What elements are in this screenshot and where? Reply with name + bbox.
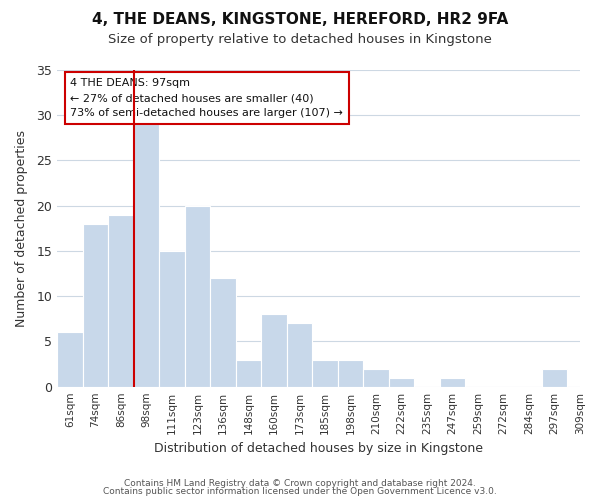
Bar [57, 332, 83, 386]
Text: Contains public sector information licensed under the Open Government Licence v3: Contains public sector information licen… [103, 487, 497, 496]
Bar [134, 124, 159, 386]
Bar [261, 314, 287, 386]
Text: Contains HM Land Registry data © Crown copyright and database right 2024.: Contains HM Land Registry data © Crown c… [124, 478, 476, 488]
Bar [236, 360, 261, 386]
Bar [440, 378, 465, 386]
Bar [389, 378, 414, 386]
X-axis label: Distribution of detached houses by size in Kingstone: Distribution of detached houses by size … [154, 442, 483, 455]
Text: 4 THE DEANS: 97sqm
← 27% of detached houses are smaller (40)
73% of semi-detache: 4 THE DEANS: 97sqm ← 27% of detached hou… [70, 78, 343, 118]
Text: Size of property relative to detached houses in Kingstone: Size of property relative to detached ho… [108, 32, 492, 46]
Bar [83, 224, 108, 386]
Bar [159, 251, 185, 386]
Bar [542, 368, 567, 386]
Text: 4, THE DEANS, KINGSTONE, HEREFORD, HR2 9FA: 4, THE DEANS, KINGSTONE, HEREFORD, HR2 9… [92, 12, 508, 28]
Y-axis label: Number of detached properties: Number of detached properties [15, 130, 28, 327]
Bar [363, 368, 389, 386]
Bar [108, 215, 134, 386]
Bar [185, 206, 210, 386]
Bar [287, 324, 312, 386]
Bar [312, 360, 338, 386]
Bar [210, 278, 236, 386]
Bar [338, 360, 363, 386]
